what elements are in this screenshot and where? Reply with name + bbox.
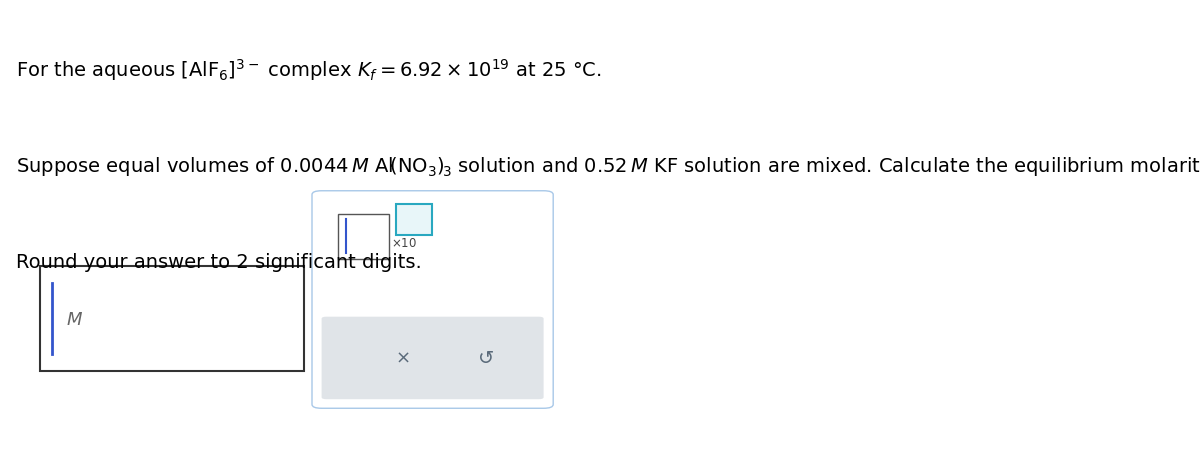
FancyBboxPatch shape	[312, 191, 553, 408]
Text: For the aqueous $\left[\mathrm{AlF_6}\right]^{3-}$ complex $K_f = 6.92 \times 10: For the aqueous $\left[\mathrm{AlF_6}\ri…	[16, 57, 601, 83]
Text: $M$: $M$	[66, 310, 83, 328]
Text: Round your answer to 2 significant digits.: Round your answer to 2 significant digit…	[16, 252, 421, 271]
Text: ↺: ↺	[478, 348, 494, 367]
Text: ×: ×	[396, 349, 410, 367]
FancyBboxPatch shape	[322, 317, 544, 399]
Bar	[338, 214, 389, 259]
Text: Suppose equal volumes of $0.0044\,M$ Al$\!\left(\mathrm{NO_3}\right)_{\!3}$ solu: Suppose equal volumes of $0.0044\,M$ Al$…	[16, 152, 1200, 178]
Text: $\times$10: $\times$10	[391, 236, 418, 249]
Bar	[396, 205, 432, 236]
